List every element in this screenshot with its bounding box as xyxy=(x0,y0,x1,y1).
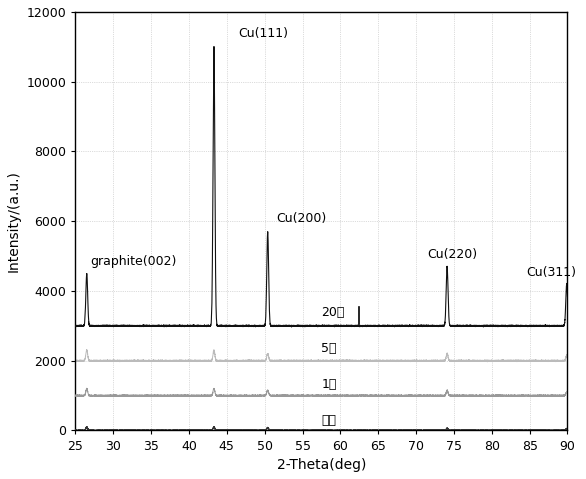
Text: 1次: 1次 xyxy=(322,378,337,391)
Text: Cu(200): Cu(200) xyxy=(276,212,326,225)
Text: graphite(002): graphite(002) xyxy=(90,255,176,268)
X-axis label: 2-Theta(deg): 2-Theta(deg) xyxy=(277,458,366,472)
Text: Cu(111): Cu(111) xyxy=(238,27,288,40)
Text: Cu(220): Cu(220) xyxy=(427,248,478,262)
Y-axis label: Intensity/(a.u.): Intensity/(a.u.) xyxy=(7,170,21,272)
Text: 20次: 20次 xyxy=(322,306,345,319)
Text: 原始: 原始 xyxy=(322,414,336,427)
Text: Cu(311): Cu(311) xyxy=(526,266,576,279)
Text: 5次: 5次 xyxy=(322,342,337,355)
